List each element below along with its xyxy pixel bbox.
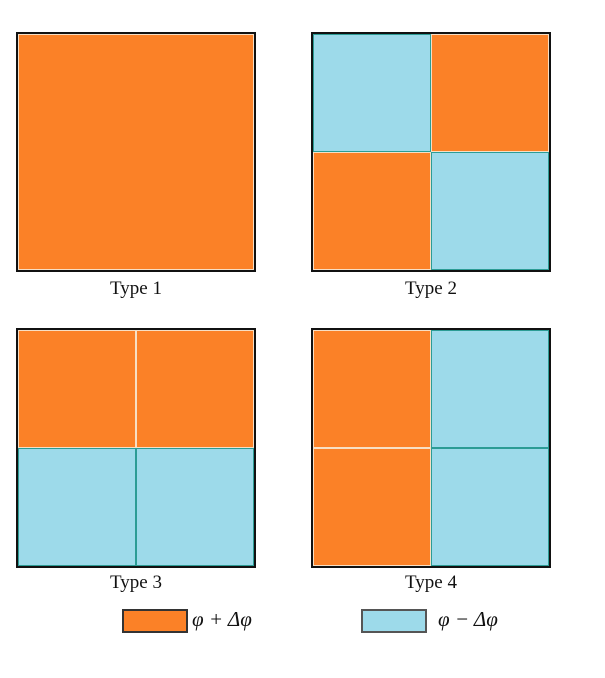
type-2-cell-0 bbox=[313, 34, 431, 152]
type-4-panel bbox=[311, 328, 551, 568]
type-4-cell-1 bbox=[431, 330, 549, 448]
type-4-caption: Type 4 bbox=[405, 572, 457, 593]
legend-plus-swatch bbox=[122, 609, 188, 633]
type-1-caption: Type 1 bbox=[110, 278, 162, 299]
legend-minus-swatch bbox=[361, 609, 427, 633]
type-3-panel bbox=[16, 328, 256, 568]
type-3-cell-2 bbox=[18, 448, 136, 566]
type-2-caption: Type 2 bbox=[405, 278, 457, 299]
type-1-cell-0 bbox=[18, 34, 254, 270]
type-3-caption: Type 3 bbox=[110, 572, 162, 593]
type-2-panel bbox=[311, 32, 551, 272]
type-4-cell-0 bbox=[313, 330, 431, 448]
type-4-cell-2 bbox=[313, 448, 431, 566]
type-2-cell-2 bbox=[313, 152, 431, 270]
type-2-cell-1 bbox=[431, 34, 549, 152]
type-4-cell-3 bbox=[431, 448, 549, 566]
type-1-panel bbox=[16, 32, 256, 272]
type-2-cell-3 bbox=[431, 152, 549, 270]
legend-plus-label: φ + Δφ bbox=[192, 607, 252, 631]
type-3-cell-1 bbox=[136, 330, 254, 448]
type-3-cell-0 bbox=[18, 330, 136, 448]
type-3-cell-3 bbox=[136, 448, 254, 566]
legend-minus-label: φ − Δφ bbox=[438, 607, 498, 631]
